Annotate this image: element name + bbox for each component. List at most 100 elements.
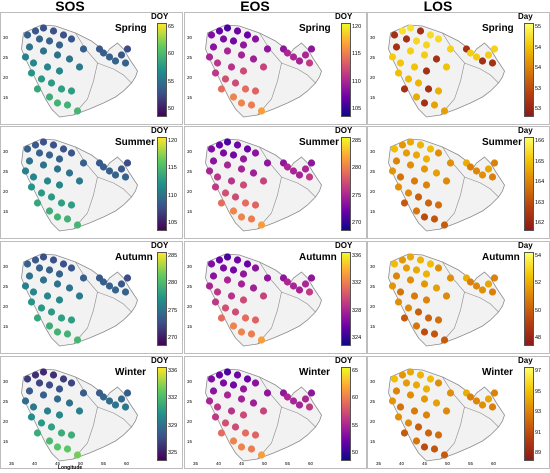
colorbar-unit: DOY — [335, 356, 353, 365]
colorbar-tick-label: 275 — [168, 307, 178, 314]
station-point — [404, 189, 413, 197]
station-point — [105, 167, 114, 175]
station-point — [31, 27, 40, 35]
station-point — [227, 177, 236, 185]
station-point — [446, 274, 455, 282]
border-line — [73, 62, 98, 116]
station-point — [79, 159, 88, 167]
station-point — [239, 270, 248, 278]
border-line — [440, 176, 465, 230]
station-point — [47, 193, 56, 201]
colorbar-tick-label: 50 — [168, 106, 175, 112]
station-point — [422, 41, 431, 49]
y-tick-label: 30 — [3, 35, 9, 40]
station-point — [237, 280, 246, 288]
station-point — [239, 155, 248, 163]
station-point — [432, 284, 441, 292]
station-point — [57, 314, 66, 322]
panel-sos-spring: Spring DOY 65 60 55 50 30 25 20 15 — [0, 12, 183, 125]
colorbar-tick-label: 162 — [535, 220, 545, 226]
station-point — [233, 141, 242, 149]
station-point — [67, 316, 76, 324]
station-point — [223, 24, 232, 32]
station-point — [243, 31, 252, 39]
station-point — [55, 296, 64, 304]
station-point — [229, 266, 238, 274]
x-tick-label: 50 — [78, 461, 84, 466]
station-point — [219, 149, 228, 157]
colorbar-unit: Day — [518, 12, 533, 21]
y-tick-label: 20 — [3, 419, 9, 424]
station-point — [422, 411, 431, 419]
station-point — [35, 264, 44, 272]
station-point — [426, 145, 435, 153]
station-point — [434, 316, 443, 324]
station-point — [237, 443, 246, 451]
colorbar-unit: DOY — [151, 126, 169, 135]
map-los-spring — [388, 24, 505, 118]
station-point — [207, 260, 216, 268]
y-tick-label: 20 — [3, 75, 9, 80]
station-point — [43, 63, 52, 71]
y-tick-label: 20 — [187, 189, 193, 194]
station-point — [39, 391, 48, 399]
station-point — [263, 389, 272, 397]
station-point — [121, 59, 130, 67]
station-point — [305, 59, 314, 67]
colorbar-unit: DOY — [151, 241, 169, 250]
station-point — [410, 63, 419, 71]
y-tick-label: 30 — [187, 264, 193, 269]
station-point — [307, 274, 316, 282]
station-point — [466, 393, 475, 401]
y-tick-label: 15 — [3, 439, 9, 444]
station-point — [412, 207, 421, 215]
station-point — [472, 282, 481, 290]
station-point — [207, 31, 216, 39]
season-label: Winter — [299, 367, 331, 378]
station-point — [45, 93, 54, 101]
colorbar-tick-label: 270 — [168, 335, 178, 341]
colorbar-tick-label: 54 — [535, 253, 542, 259]
station-point — [390, 260, 399, 268]
station-point — [432, 399, 441, 407]
station-point — [217, 314, 226, 322]
station-point — [241, 429, 250, 437]
station-point — [239, 411, 248, 419]
station-point — [396, 288, 405, 296]
station-point — [392, 157, 401, 165]
station-point — [305, 403, 314, 411]
y-tick-label: 25 — [3, 169, 9, 174]
station-point — [392, 272, 401, 280]
station-point — [49, 141, 58, 149]
y-tick-label: 15 — [370, 95, 376, 100]
y-tick-label: 15 — [187, 209, 193, 214]
colorbar-tick-label: 54 — [535, 65, 542, 71]
station-point — [117, 395, 126, 403]
station-point — [33, 199, 42, 207]
station-point — [209, 272, 218, 280]
station-point — [400, 85, 409, 93]
station-point — [215, 27, 224, 35]
station-point — [422, 385, 431, 393]
station-point — [43, 407, 52, 415]
panel-eos-winter: Winter DOY 65 60 55 50 30 25 20 15 35 40 45 50 55 60 — [184, 356, 367, 469]
station-point — [67, 35, 76, 43]
station-point — [237, 165, 246, 173]
station-point — [75, 63, 84, 71]
station-point — [79, 45, 88, 53]
station-point — [478, 171, 487, 179]
station-point — [390, 145, 399, 153]
station-point — [53, 99, 62, 107]
station-point — [229, 322, 238, 330]
station-point — [295, 57, 304, 65]
station-point — [402, 264, 411, 272]
y-tick-label: 25 — [187, 399, 193, 404]
station-point — [35, 379, 44, 387]
station-point — [416, 256, 425, 264]
station-point — [227, 63, 236, 71]
station-point — [39, 276, 48, 284]
station-point — [47, 423, 56, 431]
station-point — [412, 93, 421, 101]
colorbar — [157, 367, 167, 461]
station-point — [488, 403, 497, 411]
